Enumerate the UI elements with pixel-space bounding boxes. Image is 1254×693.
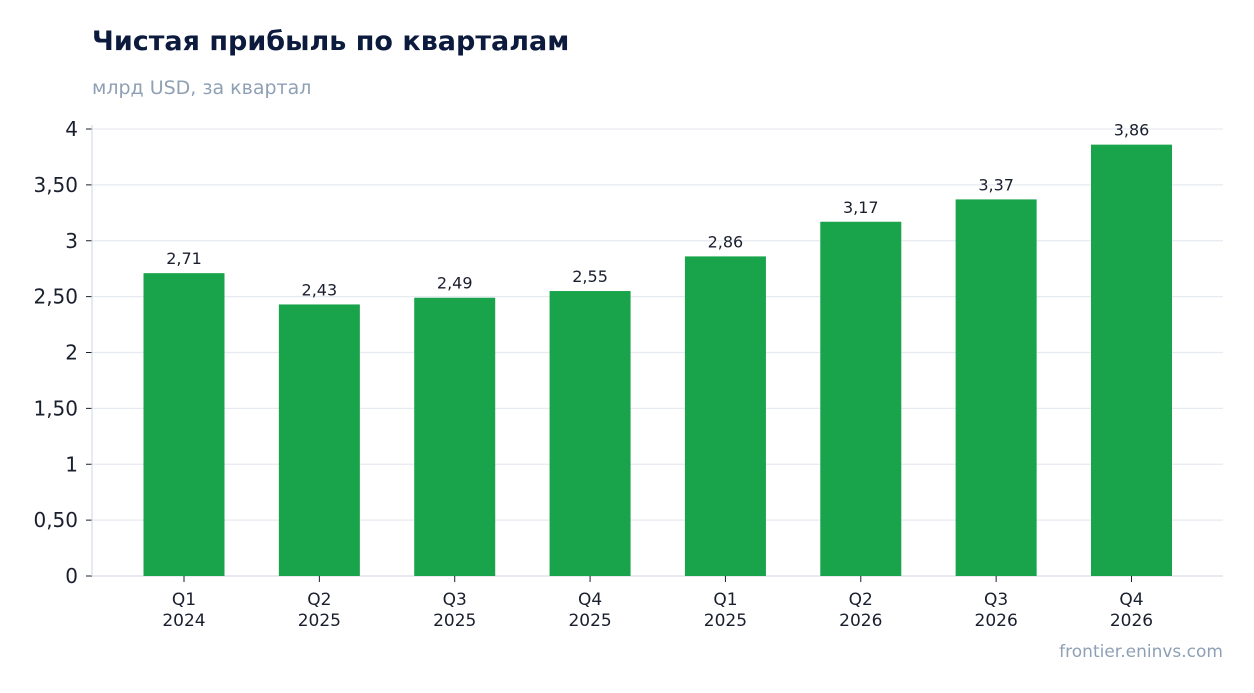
x-tick-label-year: 2025 bbox=[568, 611, 611, 631]
chart-subtitle: млрд USD, за квартал bbox=[92, 77, 312, 99]
y-tick-label: 2 bbox=[65, 341, 78, 365]
x-tick-label-year: 2026 bbox=[975, 611, 1018, 631]
y-tick-label: 0,50 bbox=[33, 508, 78, 532]
bar-value-label: 3,17 bbox=[843, 198, 879, 217]
y-tick-label: 0 bbox=[65, 564, 78, 588]
x-tick-label-year: 2025 bbox=[298, 611, 341, 631]
bar bbox=[414, 297, 496, 576]
bar-value-label: 3,37 bbox=[978, 175, 1014, 194]
bar bbox=[278, 304, 360, 576]
x-tick-label-quarter: Q2 bbox=[849, 590, 873, 610]
x-tick-label-quarter: Q4 bbox=[578, 590, 602, 610]
source-credit: frontier.eninvs.com bbox=[1059, 642, 1223, 662]
y-tick-label: 2,50 bbox=[33, 285, 78, 309]
chart-title: Чистая прибыль по кварталам bbox=[92, 26, 570, 57]
x-tick-label-year: 2026 bbox=[839, 611, 882, 631]
bar bbox=[143, 273, 225, 576]
bar-value-label: 2,55 bbox=[572, 267, 608, 286]
x-tick-label-year: 2024 bbox=[162, 611, 205, 631]
x-tick-label-quarter: Q4 bbox=[1119, 590, 1143, 610]
bar-value-label: 2,71 bbox=[166, 249, 202, 268]
bar bbox=[684, 256, 766, 576]
x-tick-label-year: 2025 bbox=[433, 611, 476, 631]
bar-value-label: 2,49 bbox=[437, 274, 473, 293]
bar bbox=[820, 221, 902, 576]
y-tick-label: 1,50 bbox=[33, 396, 78, 420]
y-tick-label: 3,50 bbox=[33, 173, 78, 197]
bar-value-label: 2,43 bbox=[302, 280, 338, 299]
x-tick-label-year: 2025 bbox=[704, 611, 747, 631]
bar-value-label: 3,86 bbox=[1114, 121, 1150, 140]
y-tick-label: 4 bbox=[65, 117, 78, 141]
bar bbox=[1091, 144, 1172, 576]
bar bbox=[955, 199, 1037, 576]
y-tick-label: 1 bbox=[65, 452, 78, 476]
x-tick-label-quarter: Q3 bbox=[443, 590, 467, 610]
y-tick-label: 3 bbox=[65, 229, 78, 253]
bar-value-label: 2,86 bbox=[708, 232, 744, 251]
bar bbox=[549, 291, 631, 576]
x-tick-label-quarter: Q2 bbox=[307, 590, 331, 610]
x-tick-label-year: 2026 bbox=[1110, 611, 1153, 631]
x-tick-label-quarter: Q1 bbox=[713, 590, 737, 610]
x-tick-label-quarter: Q3 bbox=[984, 590, 1008, 610]
x-tick-label-quarter: Q1 bbox=[172, 590, 196, 610]
